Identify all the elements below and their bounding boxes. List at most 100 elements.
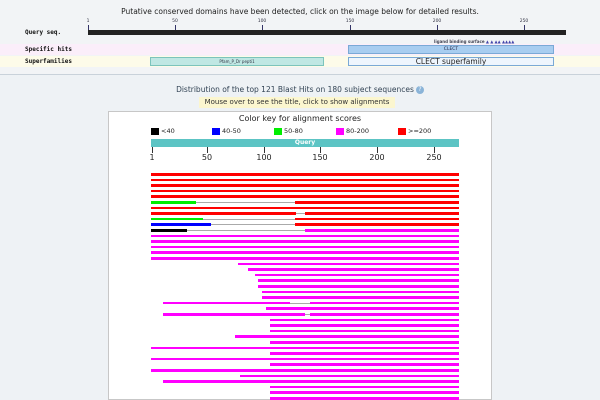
hit-line[interactable] [270,391,459,394]
hit-line[interactable] [151,206,459,210]
hit-gap-line [290,302,310,304]
hit-line[interactable] [262,296,459,299]
hit-line[interactable] [258,279,459,282]
axis-tick-250 [434,147,435,153]
hit-gap-line [296,213,305,215]
hit-line[interactable] [151,240,459,243]
hit-line[interactable] [151,229,187,232]
axis-label-250: 250 [426,153,442,162]
key-item-80-200: 80-200 [336,127,369,135]
tick-200: 200 [432,19,442,24]
hit-line[interactable] [270,341,459,344]
axis-tick-100 [264,147,265,153]
query-seq-label: Query seq. [25,29,62,36]
mouse-over-hint: Mouse over to see the title, click to sh… [199,97,395,108]
hit-line[interactable] [151,223,211,226]
hit-line[interactable] [270,397,459,400]
hit-gap-line [196,202,295,203]
hit-line[interactable] [295,201,459,204]
hit-line[interactable] [310,313,459,316]
hit-gap-line [211,224,295,226]
hit-line[interactable] [151,357,459,361]
axis-label-1: 1 [149,153,155,162]
axis-label-200: 200 [369,153,385,162]
hit-line[interactable] [151,201,196,204]
hit-line[interactable] [258,285,459,288]
tick-50: 50 [172,19,178,24]
hit-line[interactable] [235,335,459,338]
section-divider [0,74,600,75]
hit-line[interactable] [305,212,459,215]
hit-line[interactable] [240,374,459,378]
hit-line[interactable] [151,245,459,249]
hit-line[interactable] [248,268,459,271]
ligand-markers[interactable]: ▲ ▲ ▲▲ ▲▲▲▲ [485,39,515,44]
superfamily-hit-pfam[interactable]: Pfam_P_Dr pepti1 [150,57,324,66]
hit-line[interactable] [151,195,459,198]
tick-150: 150 [345,19,355,24]
tick-1: 1 [86,19,90,24]
hit-line[interactable] [270,352,459,355]
axis-tick-200 [377,147,378,153]
hit-line[interactable] [270,329,459,333]
cdd-panel[interactable]: Putative conserved domains have been det… [0,0,600,74]
hit-gap-line [203,218,295,220]
hit-line[interactable] [270,324,459,327]
query-sequence-bar[interactable] [88,30,566,35]
key-item-ge200: >=200 [398,127,431,135]
ligand-label: ligand binding surface [434,39,485,44]
query-ticks: 1 50 100 150 200 250 [86,19,566,30]
hit-line[interactable] [151,189,459,193]
hit-line[interactable] [151,173,459,176]
specific-hit-clect[interactable]: CLECT [348,45,554,54]
hit-line[interactable] [266,307,459,310]
hit-line[interactable] [163,301,290,305]
ligand-binding-row[interactable]: ligand binding surface ▲ ▲ ▲▲ ▲▲▲▲ [434,39,514,44]
axis-label-150: 150 [312,153,328,162]
hit-line[interactable] [310,301,459,305]
hit-gap-line [187,230,305,231]
hit-line[interactable] [295,217,459,221]
axis-label-100: 100 [256,153,272,162]
specific-hits-label: Specific hits [25,46,72,53]
key-item-40-50: 40-50 [212,127,241,135]
distribution-title: Distribution of the top 121 Blast Hits o… [0,85,600,94]
axis-tick-50 [207,147,208,153]
tick-100: 100 [257,19,267,24]
cdd-title: Putative conserved domains have been det… [121,7,479,16]
key-item-50-80: 50-80 [274,127,303,135]
superfamilies-label: Superfamilies [25,58,72,65]
hit-line[interactable] [151,369,459,372]
axis-tick-1 [152,147,153,153]
distribution-title-text: Distribution of the top 121 Blast Hits o… [176,85,414,94]
superfamily-hit-clect[interactable]: CLECT superfamily [348,57,554,66]
help-icon[interactable]: ? [415,86,424,94]
hit-line[interactable] [151,257,459,260]
hit-line[interactable] [295,223,459,226]
hit-line[interactable] [238,262,459,266]
hit-line[interactable] [151,184,459,187]
hit-line[interactable] [163,313,305,316]
hit-line[interactable] [270,363,459,366]
query-strip: Query [151,139,459,147]
specific-hits-band [0,44,600,55]
tick-250: 250 [519,19,529,24]
hit-line[interactable] [270,385,459,389]
hit-line[interactable] [151,178,459,182]
axis-label-50: 50 [201,153,213,162]
hit-line[interactable] [151,251,459,254]
color-key-title: Color key for alignment scores [238,114,362,123]
key-item-lt40: <40 [151,127,175,135]
hit-line[interactable] [270,318,459,322]
hit-line[interactable] [151,212,296,215]
axis-tick-150 [320,147,321,153]
hit-line[interactable] [305,229,459,232]
hit-line[interactable] [262,290,459,294]
hit-gap-line [305,314,310,315]
hit-line[interactable] [255,273,459,277]
hit-line[interactable] [151,217,203,221]
hit-line[interactable] [163,380,459,383]
hit-line[interactable] [151,346,459,350]
hit-line[interactable] [151,234,459,238]
